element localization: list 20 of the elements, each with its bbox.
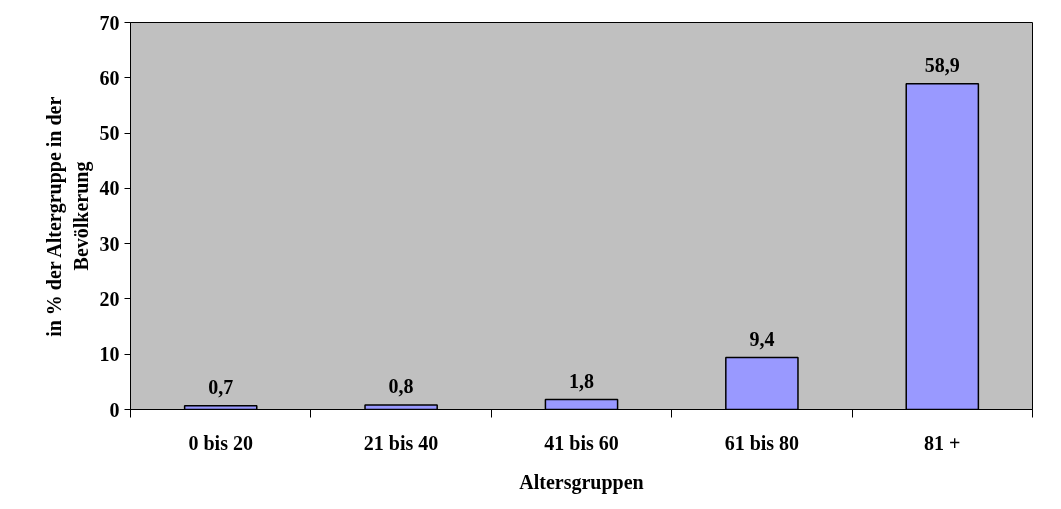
x-tick-label: 61 bis 80 [724, 431, 800, 454]
y-tick-label: 0 [109, 398, 120, 421]
data-label: 0,8 [388, 375, 414, 398]
x-tick-label: 41 bis 60 [544, 431, 619, 454]
data-label: 1,8 [569, 369, 594, 392]
y-axis-title: in % der Altergruppe in der Bevölkerung [43, 96, 93, 337]
y-tick-label: 30 [99, 232, 120, 255]
x-tick-label: 81 + [924, 431, 961, 454]
data-label: 58,9 [924, 53, 960, 76]
x-tick-label: 0 bis 20 [188, 431, 253, 454]
data-label: 0,7 [208, 375, 234, 398]
x-tick-label: 21 bis 40 [363, 431, 439, 454]
data-label: 9,4 [749, 327, 775, 350]
y-tick-label: 70 [99, 11, 120, 34]
y-tick-label: 50 [99, 122, 120, 145]
y-tick-label: 10 [99, 343, 120, 366]
y-tick-label: 20 [99, 287, 120, 310]
y-tick-label: 60 [99, 66, 120, 89]
y-tick-label: 40 [99, 177, 120, 200]
x-axis-title: Altersgruppen [519, 470, 644, 494]
